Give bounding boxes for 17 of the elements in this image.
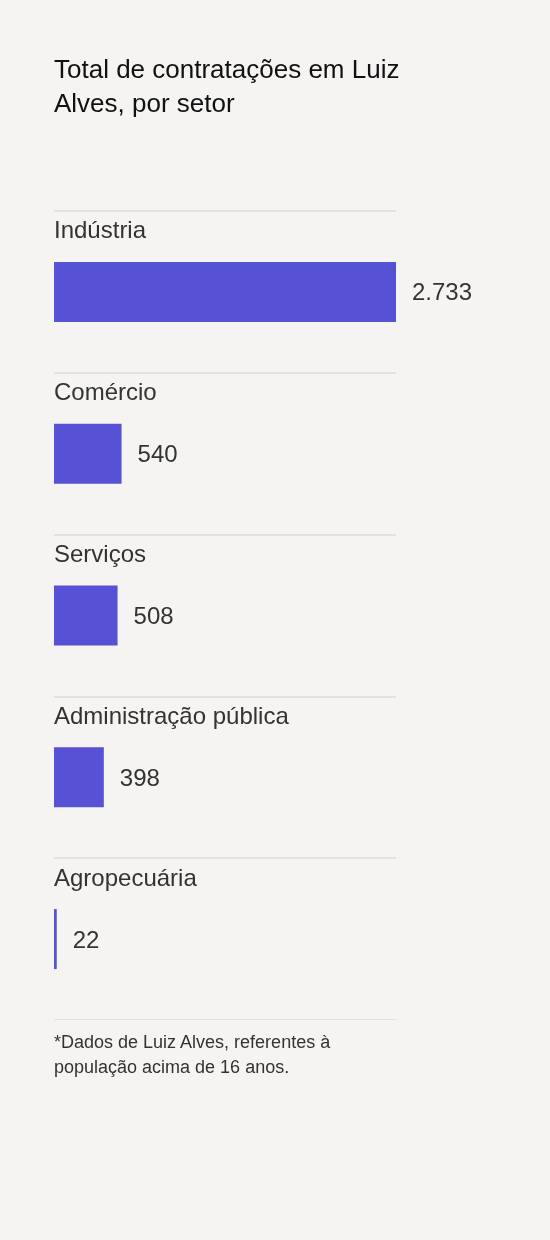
bar bbox=[54, 909, 57, 970]
y-tick-label: Indústria bbox=[54, 216, 147, 244]
data-label: 540 bbox=[137, 440, 178, 468]
data-label: 2.733 bbox=[412, 278, 473, 306]
bar bbox=[54, 585, 118, 646]
data-label: 22 bbox=[72, 925, 100, 953]
chart-title: Total de contratações em Luiz Alves, por setor bbox=[54, 53, 401, 120]
bar bbox=[54, 261, 396, 322]
data-label: 398 bbox=[119, 763, 160, 791]
y-tick-label: Administração pública bbox=[54, 701, 290, 729]
bar bbox=[54, 747, 104, 808]
y-tick-label: Agropecuária bbox=[54, 863, 198, 891]
data-label: 508 bbox=[133, 602, 174, 629]
text: *Dados de Luiz Alves, referentes à população acima de 16 anos. bbox=[54, 1031, 332, 1079]
bar bbox=[54, 423, 122, 484]
y-tick-label: Serviços bbox=[54, 540, 147, 567]
y-tick-label: Comércio bbox=[54, 378, 157, 406]
